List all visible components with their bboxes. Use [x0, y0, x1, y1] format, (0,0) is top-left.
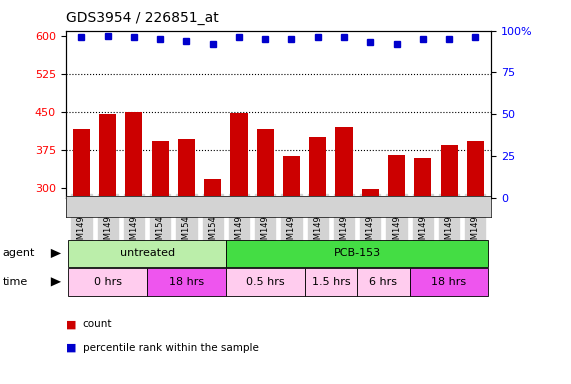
Bar: [257, 129, 274, 198]
Text: 18 hrs: 18 hrs: [432, 277, 467, 287]
Text: 0 hrs: 0 hrs: [94, 277, 122, 287]
Bar: [388, 155, 405, 198]
Bar: [152, 141, 169, 198]
Text: untreated: untreated: [119, 248, 175, 258]
Text: 1.5 hrs: 1.5 hrs: [312, 277, 350, 287]
Bar: [362, 189, 379, 198]
Text: 0.5 hrs: 0.5 hrs: [246, 277, 284, 287]
Bar: [204, 179, 221, 198]
Text: 6 hrs: 6 hrs: [369, 277, 397, 287]
Text: GDS3954 / 226851_at: GDS3954 / 226851_at: [66, 11, 219, 25]
Bar: [336, 127, 352, 198]
Bar: [414, 158, 431, 198]
Bar: [178, 139, 195, 198]
Text: 18 hrs: 18 hrs: [169, 277, 204, 287]
Bar: [309, 137, 326, 198]
Bar: [99, 114, 116, 198]
Bar: [467, 141, 484, 198]
Bar: [73, 129, 90, 198]
Bar: [231, 113, 247, 198]
Bar: [283, 156, 300, 198]
Text: ■: ■: [66, 343, 76, 353]
Text: percentile rank within the sample: percentile rank within the sample: [83, 343, 259, 353]
Text: count: count: [83, 319, 112, 329]
Text: agent: agent: [3, 248, 35, 258]
Text: ■: ■: [66, 319, 76, 329]
Text: time: time: [3, 277, 28, 287]
Bar: [440, 145, 457, 198]
Text: PCB-153: PCB-153: [333, 248, 381, 258]
Bar: [126, 112, 143, 198]
